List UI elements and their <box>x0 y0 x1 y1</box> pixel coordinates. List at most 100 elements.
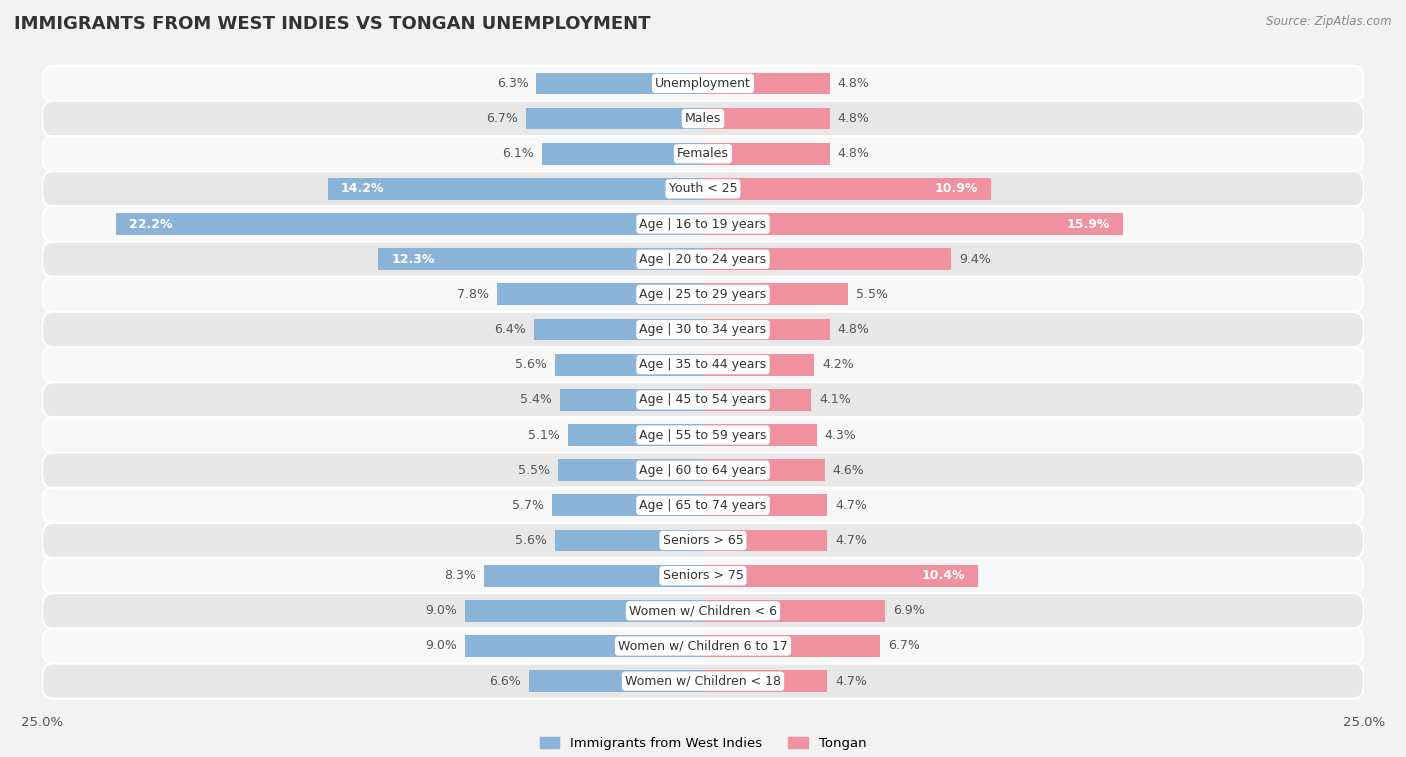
Text: Age | 60 to 64 years: Age | 60 to 64 years <box>640 464 766 477</box>
Text: Age | 55 to 59 years: Age | 55 to 59 years <box>640 428 766 441</box>
Bar <box>703 670 827 692</box>
Text: 9.0%: 9.0% <box>425 604 457 617</box>
Text: 10.9%: 10.9% <box>935 182 979 195</box>
Text: 4.7%: 4.7% <box>835 674 868 687</box>
Text: 15.9%: 15.9% <box>1067 217 1111 231</box>
Text: 6.4%: 6.4% <box>494 323 526 336</box>
Bar <box>703 213 1123 235</box>
FancyBboxPatch shape <box>42 347 1364 382</box>
FancyBboxPatch shape <box>42 664 1364 699</box>
Bar <box>703 530 827 551</box>
Text: 5.5%: 5.5% <box>856 288 889 301</box>
Text: 10.4%: 10.4% <box>921 569 965 582</box>
Bar <box>703 635 880 657</box>
Text: 6.9%: 6.9% <box>893 604 925 617</box>
Text: Males: Males <box>685 112 721 125</box>
Text: Age | 16 to 19 years: Age | 16 to 19 years <box>640 217 766 231</box>
Text: Women w/ Children < 18: Women w/ Children < 18 <box>626 674 780 687</box>
Bar <box>378 248 703 270</box>
Text: 9.4%: 9.4% <box>959 253 991 266</box>
Bar <box>465 635 703 657</box>
Text: Females: Females <box>678 148 728 160</box>
Text: 6.7%: 6.7% <box>486 112 517 125</box>
Text: 5.6%: 5.6% <box>515 534 547 547</box>
Bar <box>465 600 703 621</box>
Text: 4.8%: 4.8% <box>838 323 870 336</box>
FancyBboxPatch shape <box>42 523 1364 558</box>
FancyBboxPatch shape <box>42 417 1364 453</box>
Text: Women w/ Children 6 to 17: Women w/ Children 6 to 17 <box>619 640 787 653</box>
FancyBboxPatch shape <box>42 628 1364 664</box>
Legend: Immigrants from West Indies, Tongan: Immigrants from West Indies, Tongan <box>534 731 872 755</box>
Text: 12.3%: 12.3% <box>391 253 434 266</box>
Bar <box>703 600 886 621</box>
Bar <box>555 530 703 551</box>
Text: 4.7%: 4.7% <box>835 534 868 547</box>
FancyBboxPatch shape <box>42 382 1364 417</box>
Bar <box>555 354 703 375</box>
Text: 4.2%: 4.2% <box>823 358 853 371</box>
FancyBboxPatch shape <box>42 207 1364 241</box>
FancyBboxPatch shape <box>42 488 1364 523</box>
Text: 4.6%: 4.6% <box>832 464 865 477</box>
Text: Seniors > 65: Seniors > 65 <box>662 534 744 547</box>
Bar <box>558 459 703 481</box>
Text: 6.1%: 6.1% <box>502 148 534 160</box>
Bar <box>560 389 703 411</box>
Bar <box>703 459 824 481</box>
Text: 4.8%: 4.8% <box>838 77 870 90</box>
Text: Age | 35 to 44 years: Age | 35 to 44 years <box>640 358 766 371</box>
FancyBboxPatch shape <box>42 277 1364 312</box>
Text: Age | 30 to 34 years: Age | 30 to 34 years <box>640 323 766 336</box>
Text: 4.7%: 4.7% <box>835 499 868 512</box>
Text: 6.3%: 6.3% <box>496 77 529 90</box>
Bar <box>496 283 703 305</box>
Text: 5.6%: 5.6% <box>515 358 547 371</box>
Bar <box>484 565 703 587</box>
Text: 9.0%: 9.0% <box>425 640 457 653</box>
Text: IMMIGRANTS FROM WEST INDIES VS TONGAN UNEMPLOYMENT: IMMIGRANTS FROM WEST INDIES VS TONGAN UN… <box>14 15 651 33</box>
Bar <box>703 248 952 270</box>
Bar <box>703 389 811 411</box>
Text: Source: ZipAtlas.com: Source: ZipAtlas.com <box>1267 15 1392 28</box>
Bar <box>529 670 703 692</box>
Text: 14.2%: 14.2% <box>340 182 384 195</box>
Bar <box>537 73 703 95</box>
FancyBboxPatch shape <box>42 312 1364 347</box>
Text: 4.8%: 4.8% <box>838 148 870 160</box>
Text: 4.8%: 4.8% <box>838 112 870 125</box>
Text: 22.2%: 22.2% <box>129 217 173 231</box>
Bar <box>703 354 814 375</box>
Bar <box>553 494 703 516</box>
Text: Women w/ Children < 6: Women w/ Children < 6 <box>628 604 778 617</box>
Bar <box>703 319 830 341</box>
Bar <box>534 319 703 341</box>
FancyBboxPatch shape <box>42 66 1364 101</box>
Text: 8.3%: 8.3% <box>444 569 475 582</box>
Bar <box>703 143 830 164</box>
Bar <box>703 73 830 95</box>
Text: Unemployment: Unemployment <box>655 77 751 90</box>
FancyBboxPatch shape <box>42 101 1364 136</box>
Text: Age | 20 to 24 years: Age | 20 to 24 years <box>640 253 766 266</box>
Text: Seniors > 75: Seniors > 75 <box>662 569 744 582</box>
Bar <box>328 178 703 200</box>
Bar <box>703 107 830 129</box>
FancyBboxPatch shape <box>42 558 1364 593</box>
Text: 6.7%: 6.7% <box>889 640 920 653</box>
Text: Age | 25 to 29 years: Age | 25 to 29 years <box>640 288 766 301</box>
Text: 5.7%: 5.7% <box>512 499 544 512</box>
Text: 7.8%: 7.8% <box>457 288 489 301</box>
FancyBboxPatch shape <box>42 171 1364 207</box>
FancyBboxPatch shape <box>42 241 1364 277</box>
Bar <box>703 178 991 200</box>
FancyBboxPatch shape <box>42 453 1364 488</box>
Bar <box>541 143 703 164</box>
Bar <box>703 565 979 587</box>
Bar <box>703 494 827 516</box>
Bar <box>117 213 703 235</box>
Text: Youth < 25: Youth < 25 <box>669 182 737 195</box>
Text: 6.6%: 6.6% <box>489 674 520 687</box>
FancyBboxPatch shape <box>42 593 1364 628</box>
Text: Age | 45 to 54 years: Age | 45 to 54 years <box>640 394 766 407</box>
